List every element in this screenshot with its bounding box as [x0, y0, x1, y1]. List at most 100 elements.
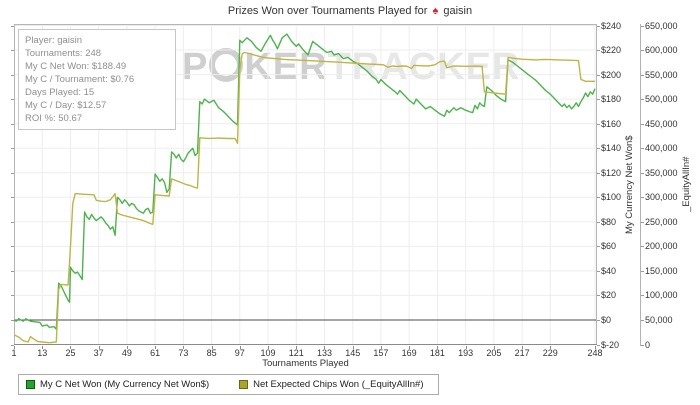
currency-tick-label: $120 [601, 167, 622, 178]
left-axis-tick-mark [11, 172, 14, 174]
chart-title: Prizes Won over Tournaments Played for ♠… [0, 5, 700, 17]
x-tick-mark [42, 346, 44, 349]
stats-box: Player: gaisin Tournaments: 248 My C Net… [18, 29, 176, 130]
left-axis-tick-mark [11, 221, 14, 223]
chips-tick-mark [641, 148, 644, 150]
currency-tick-label: $160 [601, 118, 622, 129]
currency-tick-mark [597, 221, 600, 223]
legend-label-net-won: My C Net Won (My Currency Net Won$) [40, 379, 210, 390]
chips-tick-mark [641, 246, 644, 248]
chips-tick-label: 100,000 [645, 290, 678, 301]
x-tick-mark [70, 346, 72, 349]
currency-tick-mark [597, 172, 600, 174]
x-tick-mark [14, 346, 15, 349]
x-tick-label: 169 [401, 348, 417, 358]
currency-tick-label: $60 [601, 241, 617, 252]
left-axis-tick-mark [11, 270, 14, 272]
series-line-expected-chips [14, 51, 595, 344]
currency-axis-title: My Currency Net Won$ [624, 135, 635, 234]
x-tick-mark [155, 346, 157, 349]
chips-tick-label: 350,000 [645, 167, 678, 178]
chips-tick-label: 550,000 [645, 69, 678, 80]
currency-tick-mark [597, 344, 600, 346]
currency-tick-label: $140 [601, 143, 622, 154]
stats-line-roi: ROI %: 50.67 [25, 113, 83, 124]
x-tick-label: 193 [458, 348, 474, 358]
left-axis-tick-mark [11, 148, 14, 150]
currency-tick-mark [597, 246, 600, 248]
left-axis-tick-mark [11, 99, 14, 101]
currency-tick-mark [597, 295, 600, 297]
x-tick-label: 217 [514, 348, 530, 358]
chips-tick-mark [641, 295, 644, 297]
chips-tick-label: 600,000 [645, 45, 678, 56]
x-tick-mark [550, 346, 552, 349]
watermark-text-ker: KER [244, 46, 328, 88]
legend: My C Net Won (My Currency Net Won$) Net … [18, 374, 439, 395]
stats-line-days-played: Days Played: 15 [25, 87, 95, 98]
x-axis-title: Tournaments Played [262, 358, 349, 369]
currency-tick-mark [597, 197, 600, 199]
stats-line-per-day: My C / Day: $12.57 [25, 100, 107, 111]
currency-tick-mark [597, 74, 600, 76]
x-tick-label: 248 [587, 348, 603, 358]
currency-tick-label: $180 [601, 94, 622, 105]
chips-tick-mark [641, 25, 644, 27]
chips-tick-label: 0 [645, 339, 651, 350]
x-tick-label: 73 [178, 348, 189, 358]
stats-line-tournaments: Tournaments: 248 [25, 48, 102, 59]
stats-line-player: Player: gaisin [25, 35, 83, 46]
currency-tick-mark [597, 319, 600, 321]
currency-tick-mark [597, 148, 600, 150]
x-tick-label: 133 [316, 348, 332, 358]
chart-title-text: Prizes Won over Tournaments Played for [227, 5, 428, 17]
left-axis-tick-mark [11, 319, 14, 321]
chips-tick-mark [641, 319, 644, 321]
chips-tick-mark [641, 221, 644, 223]
x-tick-label: 25 [65, 348, 76, 358]
chart-title-player: gaisin [443, 5, 473, 17]
chips-tick-label: 650,000 [645, 20, 678, 31]
x-tick-mark [522, 346, 524, 349]
x-tick-mark [324, 346, 326, 349]
chips-axis-title: _EquityAllIn# [681, 156, 692, 213]
x-tick-label: 61 [150, 348, 161, 358]
left-axis-tick-mark [11, 197, 14, 199]
currency-tick-label: $240 [601, 20, 622, 31]
currency-tick-label: $20 [601, 290, 617, 301]
x-tick-mark [465, 346, 467, 349]
chips-tick-mark [641, 74, 644, 76]
chips-tick-label: 50,000 [645, 314, 673, 325]
left-axis-tick-mark [11, 246, 14, 248]
x-tick-mark [183, 346, 185, 349]
legend-swatch-net-won-icon [26, 380, 35, 389]
pokertracker-watermark: P KERTRACKER [182, 46, 520, 89]
chips-tick-label: 250,000 [645, 216, 678, 227]
currency-tick-mark [597, 25, 600, 27]
chips-tick-label: 200,000 [645, 241, 678, 252]
left-axis-tick-mark [11, 74, 14, 76]
pokerstars-site-icon: ♠ [432, 5, 439, 17]
left-axis-tick-mark [11, 344, 14, 346]
x-tick-mark [409, 346, 411, 349]
x-tick-mark [595, 346, 596, 349]
chips-tick-mark [641, 123, 644, 125]
legend-label-ev: Net Expected Chips Won (_EquityAllIn#) [253, 379, 424, 390]
x-tick-mark [296, 346, 298, 349]
legend-item-ev: Net Expected Chips Won (_EquityAllIn#) [239, 379, 424, 390]
watermark-text-p: P [182, 46, 209, 88]
currency-tick-label: $220 [601, 45, 622, 56]
watermark-text-tracker: TRACKER [327, 46, 521, 88]
x-tick-label: 85 [206, 348, 217, 358]
x-tick-mark [380, 346, 382, 349]
chips-tick-label: 500,000 [645, 94, 678, 105]
chips-tick-mark [641, 99, 644, 101]
currency-tick-mark [597, 99, 600, 101]
x-tick-label: 37 [93, 348, 104, 358]
x-tick-mark [437, 346, 439, 349]
x-tick-label: 205 [486, 348, 502, 358]
currency-tick-mark [597, 50, 600, 52]
x-tick-mark [352, 346, 354, 349]
chips-tick-label: 150,000 [645, 265, 678, 276]
chips-tick-mark [641, 50, 644, 52]
